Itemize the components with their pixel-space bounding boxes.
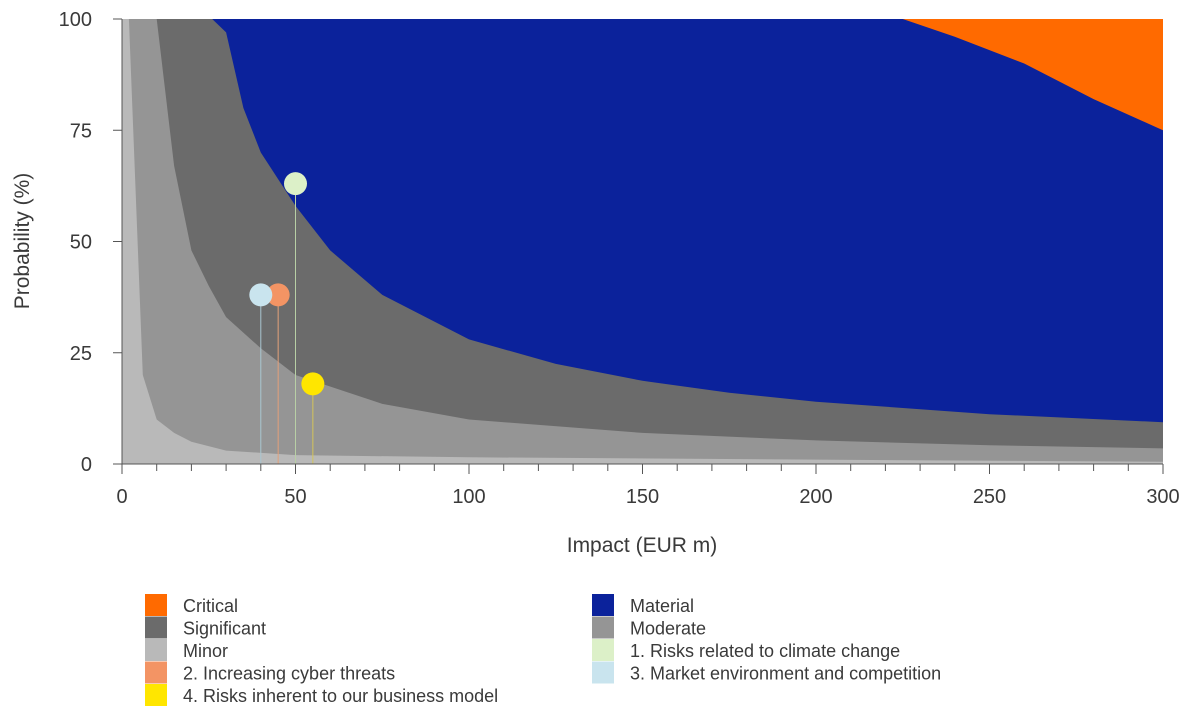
- legend-label-material: Material: [630, 596, 694, 616]
- legend-label-1-risks-related-to-climate-change: 1. Risks related to climate change: [630, 641, 900, 661]
- zone-critical: [902, 19, 1163, 131]
- zone-material: [212, 19, 1163, 423]
- y-tick-label: 50: [70, 232, 92, 254]
- x-tick-label: 250: [973, 486, 1006, 508]
- x-tick-label: 200: [799, 486, 832, 508]
- risk-zones: [122, 19, 1163, 464]
- y-axis-title: Probability (%): [11, 173, 34, 310]
- y-tick-label: 25: [70, 343, 92, 365]
- legend-swatch-3-market-environment-and-competition: [592, 661, 614, 684]
- legend-swatch-critical: [145, 594, 167, 616]
- x-tick-label: 300: [1146, 486, 1179, 508]
- legend-swatch-4-risks-inherent-to-our-business-model: [145, 684, 167, 706]
- risk-point-2-increasing-cyber-threats: [266, 283, 290, 307]
- risk-points: [249, 172, 325, 396]
- risk-point-stems: [260, 183, 314, 464]
- legend-label-moderate: Moderate: [630, 619, 706, 639]
- legend-swatch-material: [592, 594, 614, 616]
- legend: Critical Material Significant Moderate Minor…: [145, 594, 941, 706]
- legend-label-2-increasing-cyber-threats: 2. Increasing cyber threats: [183, 664, 395, 684]
- legend-label-3-market-environment-and-competition: 3. Market environment and competition: [630, 664, 941, 684]
- legend-swatch-significant: [145, 616, 167, 639]
- legend-label-4-risks-inherent-to-our-business-model: 4. Risks inherent to our business model: [183, 686, 498, 706]
- risk-point-1-risks-related-to-climate-change: [284, 172, 307, 196]
- legend-swatch-1-risks-related-to-climate-change: [592, 639, 614, 661]
- legend-swatch-2-increasing-cyber-threats: [145, 661, 167, 684]
- x-tick-label: 50: [284, 486, 306, 508]
- x-tick-label: 150: [626, 486, 659, 508]
- legend-label-minor: Minor: [183, 641, 228, 661]
- y-tick-label: 100: [59, 9, 92, 31]
- y-tick-label: 75: [70, 120, 92, 142]
- axes: 0 50 100 150 200 250 300 0 25 50 75 100: [59, 9, 1180, 508]
- x-tick-label: 100: [452, 486, 485, 508]
- legend-swatch-minor: [145, 639, 167, 661]
- risk-point-3-market-environment-and-competition: [249, 283, 273, 307]
- risk-point-4-risks-inherent-to-our-business-model: [301, 372, 325, 396]
- x-axis-title: Impact (EUR m): [567, 534, 718, 557]
- x-tick-label: 0: [116, 486, 127, 508]
- legend-label-significant: Significant: [183, 619, 266, 639]
- legend-swatch-moderate: [592, 616, 614, 639]
- y-tick-label: 0: [81, 454, 92, 476]
- legend-label-critical: Critical: [183, 596, 238, 616]
